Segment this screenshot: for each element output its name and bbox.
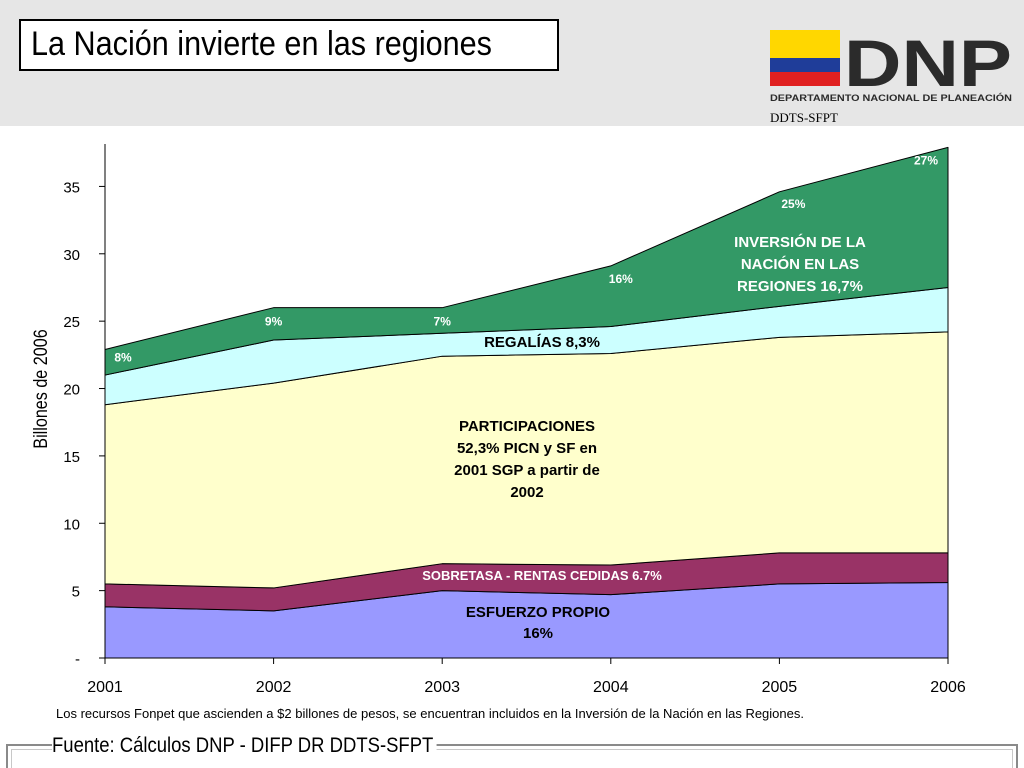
- y-tick-label: 30: [63, 247, 80, 264]
- y-tick-label: 25: [63, 314, 80, 331]
- y-tick-label: 35: [63, 179, 80, 196]
- inversion-pct-label: 7%: [434, 315, 452, 329]
- inversion-pct-label: 25%: [781, 197, 805, 211]
- chart-axes: - 5 10 15 20 25 30 35 2001 2002 2003 2004 2005 2006 Bi…: [30, 144, 966, 696]
- y-axis-title: Billones de 2006: [30, 329, 52, 449]
- flag-blue-stripe: [770, 58, 840, 72]
- title-box: La Nación invierte en las regiones: [19, 19, 559, 71]
- y-tick-label: -: [75, 651, 80, 668]
- annotation-regalias: REGALÍAS 8,3%: [484, 334, 600, 351]
- annotation-inversion: NACIÓN EN LAS: [741, 255, 859, 273]
- chart-areas: [104, 146, 949, 659]
- y-tick-label: 10: [63, 516, 80, 533]
- inversion-pct-label: 9%: [265, 315, 283, 329]
- unit-label: DDTS-SFPT: [770, 110, 838, 125]
- fonpet-note: Los recursos Fonpet que ascienden a $2 b…: [56, 706, 804, 721]
- y-tick-label: 20: [63, 382, 80, 399]
- dnp-logo: DNP DEPARTAMENTO NACIONAL DE PLANEACIÓN: [770, 26, 1012, 103]
- x-tick-label: 2004: [593, 679, 629, 696]
- inversion-pct-label: 27%: [914, 153, 938, 167]
- stacked-area-chart: - 5 10 15 20 25 30 35 2001 2002 2003 2004 2005 2006 Bi…: [30, 144, 966, 696]
- area-inversion: [104, 146, 949, 376]
- page-title: La Nación invierte en las regiones: [31, 25, 492, 63]
- annotation-esfuerzo: ESFUERZO PROPIO: [466, 604, 611, 621]
- x-tick-label: 2005: [762, 679, 798, 696]
- annotation-participaciones: 2001 SGP a partir de: [454, 462, 600, 479]
- annotation-participaciones: 52,3% PICN y SF en: [457, 440, 597, 457]
- logo-subtitle: DEPARTAMENTO NACIONAL DE PLANEACIÓN: [770, 92, 1012, 103]
- logo-text: DNP: [844, 26, 1012, 100]
- annotation-inversion: INVERSIÓN DE LA: [734, 233, 866, 251]
- annotation-participaciones: PARTICIPACIONES: [459, 418, 595, 435]
- flag-yellow-stripe: [770, 30, 840, 58]
- annotation-esfuerzo: 16%: [523, 625, 553, 642]
- y-tick-label: 15: [63, 449, 80, 466]
- source-label: Fuente: Cálculos DNP - DIFP DR DDTS-SFPT: [52, 734, 437, 758]
- x-tick-label: 2006: [930, 679, 966, 696]
- chart-labels: 8% 9% 7% 16% 25% 27% ESFUERZO PROPIO 16% SOBRETA…: [114, 153, 938, 642]
- inversion-pct-label: 8%: [114, 350, 132, 364]
- x-tick-label: 2003: [424, 679, 460, 696]
- annotation-participaciones: 2002: [510, 484, 543, 501]
- inversion-pct-label: 16%: [609, 272, 633, 286]
- flag-red-stripe: [770, 72, 840, 86]
- y-tick-label: 5: [72, 584, 80, 601]
- annotation-sobretasa: SOBRETASA - RENTAS CEDIDAS 6.7%: [422, 568, 662, 583]
- x-tick-label: 2002: [256, 679, 292, 696]
- bottom-frame: [6, 744, 1018, 768]
- x-tick-label: 2001: [87, 679, 123, 696]
- annotation-inversion: REGIONES 16,7%: [737, 278, 863, 295]
